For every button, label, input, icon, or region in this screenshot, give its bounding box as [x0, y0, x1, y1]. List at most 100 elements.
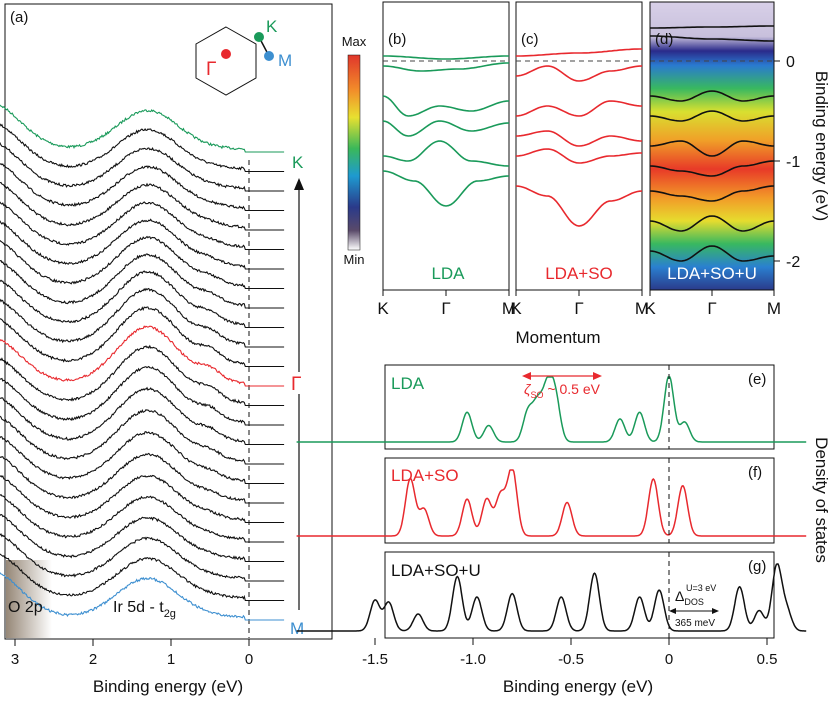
edc-curve	[0, 123, 285, 173]
panel-f-label: (f)	[748, 464, 762, 481]
y-tick-label-d: -2	[786, 254, 800, 271]
arrow-gamma-label: Γ	[291, 374, 301, 395]
panel-g-method-label: LDA+SO+U	[391, 561, 481, 580]
dos-curve-lda-so-u	[296, 563, 807, 632]
band-line	[382, 140, 510, 167]
bz-hexagon	[195, 26, 257, 96]
gamma-label-bg	[290, 372, 308, 394]
y-tick-label-d: 0	[786, 54, 795, 71]
band-line	[650, 140, 774, 157]
momentum-tick-label: Γ	[707, 299, 716, 318]
gap-arrowhead-right	[712, 608, 719, 614]
x-tick-label-a: 0	[245, 651, 253, 668]
momentum-tick-label: M	[502, 299, 516, 318]
edc-curve	[0, 533, 285, 582]
edc-curve	[0, 163, 285, 212]
panel-d: (d) LDA+SO+U 0 -1 -2 Binding energy (eV)	[649, 1, 831, 291]
x-tick-label-a: 2	[89, 651, 97, 668]
bz-gamma-point	[221, 49, 231, 59]
edc-curve	[0, 386, 285, 446]
x-tick-label-dos: -0.5	[558, 651, 584, 668]
colorbar: Max Min	[342, 34, 367, 267]
x-tick-label-dos: 0.5	[757, 651, 778, 668]
edc-curve	[0, 306, 285, 368]
gap-arrowhead-left	[669, 608, 676, 614]
panel-d-bands	[650, 25, 774, 262]
edc-curve	[0, 235, 285, 290]
zeta-arrowhead-right	[593, 372, 602, 380]
edc-curve	[0, 365, 285, 426]
edc-curve-k	[0, 104, 285, 153]
x-tick-label-a: 3	[11, 651, 19, 668]
panel-b-label: (b)	[388, 31, 406, 48]
bz-m-point	[264, 51, 274, 61]
panel-f: (f) LDA+SO	[296, 457, 807, 544]
bz-m-label: M	[278, 51, 292, 70]
x-tick-label-dos: -1.0	[460, 651, 486, 668]
x-tick-label-a: 1	[167, 651, 175, 668]
edc-curve	[0, 452, 285, 504]
band-line	[515, 130, 643, 147]
edc-curve	[0, 141, 285, 192]
edc-curve	[0, 552, 285, 602]
panel-e: (e) LDA ζSO ~ 0.5 eV	[296, 364, 807, 450]
band-line	[515, 148, 642, 164]
x-axis-label-a: Binding energy (eV)	[93, 677, 243, 696]
edc-curve	[0, 344, 285, 407]
gap-delta-label: ΔDOS	[675, 588, 704, 607]
zeta-arrowhead-left	[522, 372, 531, 380]
momentum-tick-label: K	[644, 299, 656, 318]
panel-d-label: (d)	[655, 31, 673, 48]
dos-curve-lda	[296, 376, 807, 443]
y-tick-label-d: -1	[786, 154, 800, 171]
panel-e-frame	[384, 364, 775, 450]
momentum-tick-label: K	[510, 299, 522, 318]
k-path-arrowhead	[294, 178, 304, 190]
band-line	[383, 55, 509, 60]
band-line	[650, 110, 774, 122]
edc-curve-m	[0, 572, 285, 621]
panel-a-label: (a)	[10, 9, 28, 26]
band-line	[515, 100, 643, 117]
x-axis-label-dos: Binding energy (eV)	[503, 677, 653, 696]
colorbar-min-label: Min	[344, 252, 365, 267]
momentum-tick-label: Γ	[441, 299, 450, 318]
band-line	[382, 95, 510, 117]
panel-b-bands	[382, 55, 510, 207]
brillouin-zone-inset: K M Γ	[195, 17, 292, 96]
band-line	[650, 185, 774, 202]
band-line	[382, 170, 510, 207]
momentum-label: Momentum	[515, 328, 600, 347]
panel-e-label: (e)	[748, 371, 766, 388]
panel-g: (g) LDA+SO+U ΔDOS U=3 eV 365 meV	[296, 551, 807, 639]
band-line	[515, 185, 643, 227]
band-line	[650, 25, 774, 29]
momentum-tick-label: K	[377, 299, 389, 318]
momentum-axis: K Γ MK Γ MK Γ M	[377, 290, 781, 318]
edc-curve	[0, 181, 285, 231]
band-line	[515, 65, 643, 82]
edc-curve	[0, 513, 285, 563]
bz-k-point	[254, 32, 264, 42]
momentum-tick-label: M	[635, 299, 649, 318]
band-line	[650, 215, 774, 232]
gap-u-label: U=3 eV	[686, 583, 716, 593]
edc-curve	[0, 431, 285, 485]
y-axis-d: 0 -1 -2	[774, 54, 800, 271]
arrow-m-label: M	[290, 619, 304, 638]
panel-c-bands	[515, 48, 643, 227]
edc-curve	[0, 270, 285, 329]
y-axis-label-dos: Density of states	[812, 437, 831, 563]
x-tick-label-dos: 0	[665, 651, 673, 668]
band-line	[650, 160, 774, 177]
arrow-k-label: K	[292, 153, 304, 172]
panel-a-frame	[4, 3, 333, 640]
band-line	[382, 62, 509, 72]
dos-curve-lda-so	[296, 469, 807, 537]
panel-b-method-label: LDA	[431, 264, 465, 283]
panel-g-frame	[384, 551, 775, 639]
edc-curve	[0, 218, 285, 270]
edc-curve	[0, 493, 285, 543]
band-line	[650, 245, 774, 262]
